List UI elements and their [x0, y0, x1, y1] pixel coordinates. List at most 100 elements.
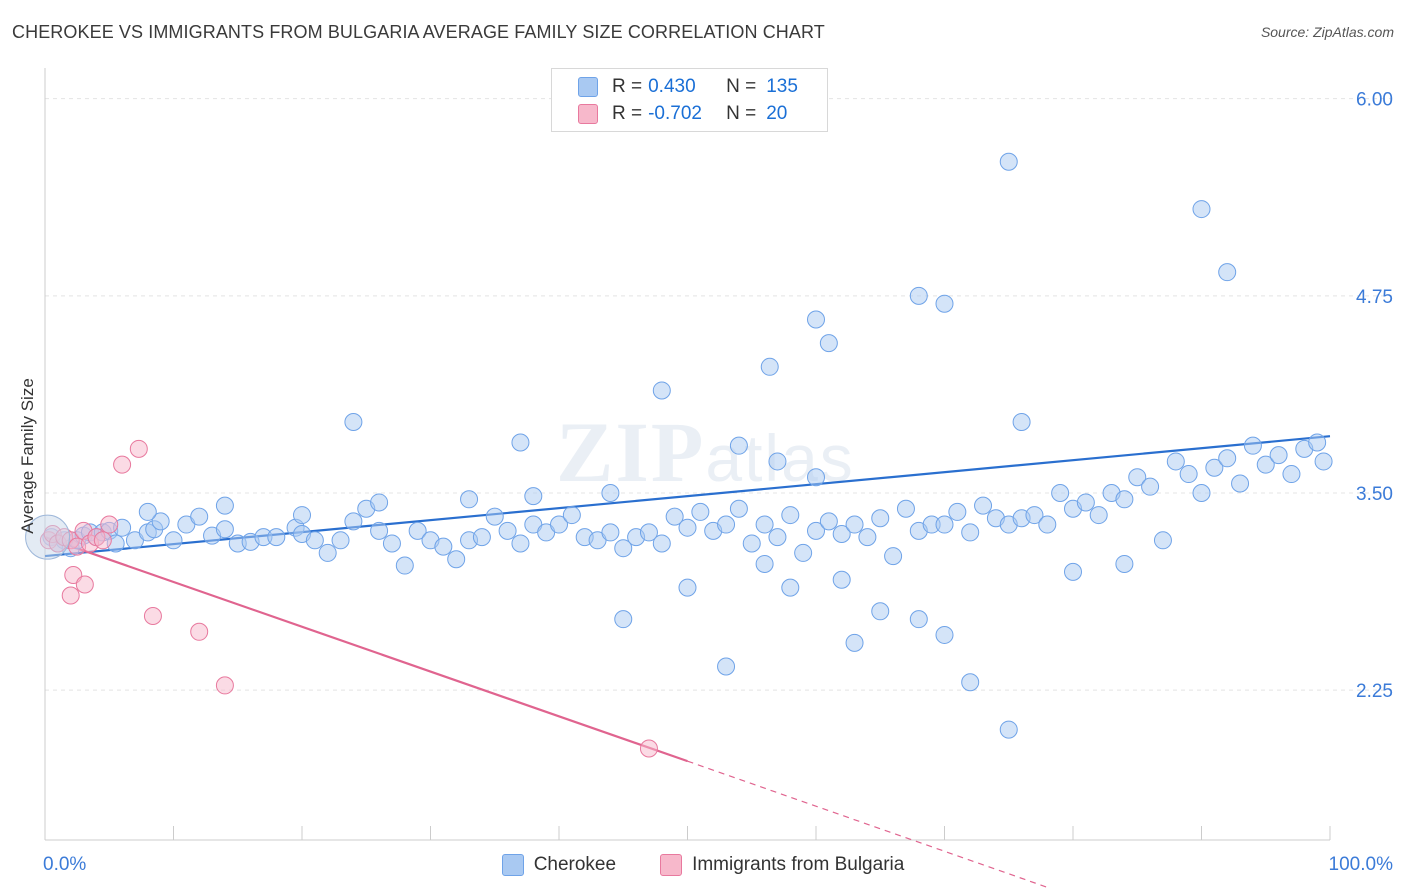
- point-cherokee: [370, 521, 389, 540]
- series-legend: Cherokee Immigrants from Bulgaria: [0, 852, 1406, 878]
- point-cherokee: [1115, 554, 1134, 573]
- point-cherokee: [896, 499, 915, 518]
- chart-title: CHEROKEE VS IMMIGRANTS FROM BULGARIA AVE…: [12, 22, 825, 42]
- legend-swatch-cherokee: [501, 854, 524, 876]
- x-tick-label: 100.0%: [1329, 854, 1394, 875]
- point-cherokee: [524, 515, 543, 534]
- point-cherokee: [550, 515, 568, 534]
- legend-n-value: 135: [766, 76, 798, 97]
- point-cherokee: [1089, 506, 1108, 525]
- point-cherokee: [588, 531, 607, 550]
- point-bulgaria: [143, 607, 162, 626]
- legend-label-bulgaria: Immigrants from Bulgaria: [692, 854, 905, 875]
- point-cherokee: [472, 528, 491, 547]
- point-cherokee: [434, 537, 453, 556]
- point-cherokee: [717, 515, 736, 534]
- point-cherokee: [25, 514, 71, 560]
- point-cherokee: [138, 502, 157, 521]
- point-cherokee: [935, 625, 954, 644]
- legend-swatch-bulgaria: [578, 104, 598, 124]
- point-cherokee: [370, 493, 389, 512]
- legend-item-cherokee[interactable]: Cherokee: [501, 854, 617, 876]
- point-cherokee: [1314, 452, 1333, 471]
- point-cherokee: [665, 507, 684, 526]
- point-cherokee: [601, 523, 620, 542]
- point-cherokee: [1115, 490, 1134, 509]
- point-cherokee: [601, 483, 620, 502]
- point-bulgaria: [93, 531, 112, 550]
- legend-r-label: R =: [612, 103, 643, 124]
- legend-row-bulgaria: R = -0.702 N = 20: [578, 102, 787, 126]
- point-cherokee: [1141, 477, 1160, 496]
- point-cherokee: [1179, 465, 1198, 484]
- legend-label-cherokee: Cherokee: [533, 854, 617, 875]
- point-cherokee: [909, 286, 928, 305]
- point-cherokee: [164, 531, 183, 550]
- point-cherokee: [1192, 200, 1211, 219]
- point-cherokee: [717, 657, 736, 676]
- point-bulgaria: [190, 622, 209, 641]
- point-cherokee: [177, 515, 196, 534]
- legend-n-value: 20: [766, 103, 788, 124]
- watermark-zip: ZIP: [556, 404, 706, 500]
- point-cherokee: [511, 534, 530, 553]
- point-cherokee: [999, 720, 1018, 739]
- point-bulgaria: [215, 676, 234, 695]
- correlation-legend: R = 0.430 N = 135 R = -0.702 N = 20: [551, 68, 828, 132]
- source-label: Source: ZipAtlas.com: [1260, 24, 1394, 40]
- point-cherokee: [729, 436, 748, 455]
- point-cherokee: [190, 507, 209, 526]
- point-cherokee: [1025, 506, 1044, 525]
- point-cherokee: [1192, 483, 1211, 502]
- point-cherokee: [125, 531, 144, 550]
- point-cherokee: [961, 673, 980, 692]
- point-cherokee: [382, 534, 401, 553]
- point-cherokee: [845, 633, 864, 652]
- point-cherokee: [819, 334, 838, 353]
- point-cherokee: [678, 518, 697, 537]
- point-cherokee: [961, 523, 980, 542]
- point-cherokee: [1218, 449, 1237, 468]
- data-points: [25, 152, 1333, 758]
- point-cherokee: [832, 525, 851, 543]
- tick-labels: 2.25 3.50 4.75 6.00 0.0% 100.0%: [43, 90, 1393, 875]
- x-tick-label: 0.0%: [43, 854, 86, 875]
- point-cherokee: [1051, 483, 1070, 502]
- point-cherokee: [807, 310, 825, 329]
- point-cherokee: [331, 531, 350, 550]
- point-cherokee: [832, 570, 851, 589]
- point-cherokee: [794, 543, 813, 562]
- point-cherokee: [151, 512, 170, 531]
- point-cherokee: [305, 531, 324, 550]
- legend-r-label: R =: [612, 76, 643, 97]
- point-cherokee: [344, 413, 363, 432]
- point-cherokee: [1128, 468, 1147, 487]
- legend-item-bulgaria[interactable]: Immigrants from Bulgaria: [660, 854, 904, 876]
- watermark: ZIPatlas: [556, 402, 855, 502]
- point-cherokee: [485, 507, 504, 526]
- point-cherokee: [1243, 436, 1262, 455]
- point-cherokee: [974, 496, 993, 515]
- legend-row-cherokee: R = 0.430 N = 135: [578, 75, 798, 99]
- point-cherokee: [1231, 474, 1250, 493]
- point-cherokee: [395, 556, 414, 575]
- legend-r-value: 0.430: [648, 76, 696, 97]
- point-cherokee: [781, 578, 800, 597]
- point-cherokee: [1064, 562, 1082, 581]
- point-cherokee: [1308, 433, 1327, 452]
- point-cherokee: [935, 294, 954, 313]
- point-cherokee: [511, 433, 530, 452]
- point-cherokee: [267, 528, 286, 547]
- y-tick-label: 4.75: [1356, 287, 1393, 308]
- y-tick-label: 2.25: [1356, 681, 1393, 702]
- point-cherokee: [652, 381, 671, 400]
- point-cherokee: [819, 512, 838, 531]
- y-axis-title: Average Family Size: [18, 378, 37, 534]
- point-bulgaria: [639, 739, 658, 758]
- point-cherokee: [293, 506, 311, 525]
- point-cherokee: [1153, 531, 1172, 550]
- trend-line-bulgaria: [44, 536, 688, 763]
- point-cherokee: [729, 499, 748, 518]
- point-cherokee: [935, 515, 954, 534]
- point-cherokee: [909, 610, 928, 629]
